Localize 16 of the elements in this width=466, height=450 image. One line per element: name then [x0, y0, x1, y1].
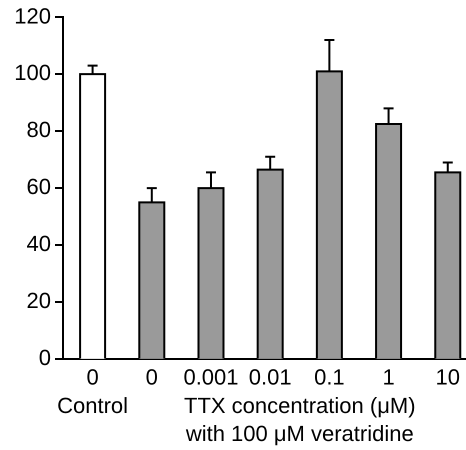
- y-tick-label: 40: [26, 231, 51, 256]
- y-tick-label: 100: [14, 60, 51, 86]
- text: Control: [57, 392, 128, 420]
- x-tick-label: 0: [146, 364, 158, 390]
- y-tick-label: 20: [26, 288, 51, 314]
- x-tick-label: 1: [382, 364, 395, 390]
- x-tick-label: 0.01: [248, 364, 292, 390]
- x-tick-label: 0: [86, 364, 99, 390]
- x-tick-label: 0.001: [183, 364, 239, 390]
- x-axis-title: TTX concentration (μM) with 100 μM veratridine: [184, 392, 416, 448]
- x-tick-label: 0.1: [314, 364, 345, 390]
- x-tick-label: 10: [436, 364, 460, 390]
- y-tick-label: 120: [14, 3, 51, 28]
- y-tick-label: 0: [38, 345, 51, 370]
- y-tick-label: 80: [26, 117, 51, 142]
- y-tick-label: 60: [26, 174, 51, 200]
